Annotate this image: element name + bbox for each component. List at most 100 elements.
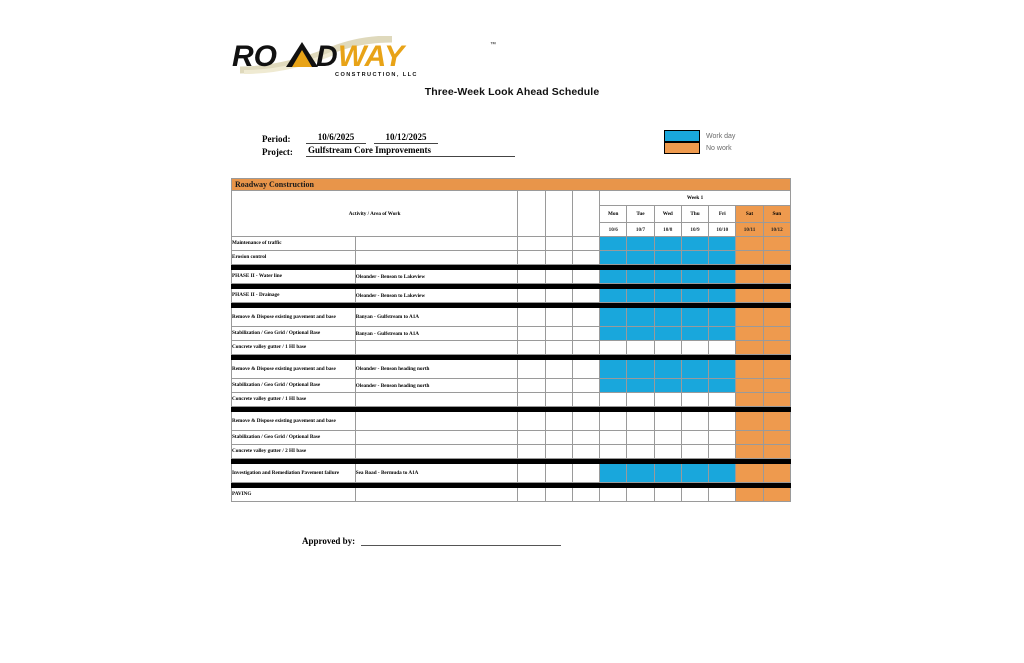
- schedule-cell-wed[interactable]: [653, 307, 682, 327]
- schedule-cell-sat[interactable]: [735, 430, 764, 445]
- schedule-cell-wed[interactable]: [653, 392, 682, 407]
- schedule-cell-fri[interactable]: [708, 378, 737, 393]
- schedule-cell-wed[interactable]: [653, 359, 682, 379]
- schedule-cell-sun[interactable]: [762, 411, 792, 431]
- schedule-cell-sun[interactable]: [762, 269, 792, 284]
- schedule-cell-mon[interactable]: [599, 250, 628, 265]
- schedule-cell-thu[interactable]: [680, 288, 710, 303]
- schedule-cell-wed[interactable]: [653, 430, 682, 445]
- schedule-cell-thu[interactable]: [680, 487, 710, 502]
- schedule-cell-sat[interactable]: [735, 463, 764, 483]
- schedule-cell-sun[interactable]: [762, 463, 792, 483]
- schedule-cell-thu[interactable]: [680, 250, 710, 265]
- table-row[interactable]: Erosion control: [231, 250, 792, 265]
- schedule-cell-thu[interactable]: [680, 392, 710, 407]
- schedule-cell-sun[interactable]: [762, 340, 792, 355]
- table-row[interactable]: Concrete valley gutter / 2 HI base: [231, 444, 792, 459]
- schedule-cell-tue[interactable]: [626, 378, 655, 393]
- table-row[interactable]: Remove & Dispose existing pavement and b…: [231, 411, 792, 431]
- schedule-cell-thu[interactable]: [680, 411, 710, 431]
- table-row[interactable]: Stabilization / Geo Grid / Optional Base…: [231, 378, 792, 393]
- schedule-cell-wed[interactable]: [653, 340, 682, 355]
- schedule-cell-sun[interactable]: [762, 378, 792, 393]
- schedule-cell-sun[interactable]: [762, 288, 792, 303]
- schedule-cell-sun[interactable]: [762, 430, 792, 445]
- schedule-cell-thu[interactable]: [680, 463, 710, 483]
- schedule-cell-sun[interactable]: [762, 444, 792, 459]
- schedule-cell-fri[interactable]: [708, 236, 737, 251]
- schedule-cell-wed[interactable]: [653, 378, 682, 393]
- schedule-cell-tue[interactable]: [626, 444, 655, 459]
- schedule-cell-mon[interactable]: [599, 487, 628, 502]
- schedule-cell-sun[interactable]: [762, 236, 792, 251]
- schedule-cell-thu[interactable]: [680, 307, 710, 327]
- schedule-cell-mon[interactable]: [599, 307, 628, 327]
- schedule-cell-mon[interactable]: [599, 378, 628, 393]
- table-row[interactable]: PHASE II - Water line Oleander - Benson t…: [231, 269, 792, 284]
- approved-by-signature-line[interactable]: [361, 535, 562, 546]
- schedule-cell-mon[interactable]: [599, 269, 628, 284]
- schedule-cell-mon[interactable]: [599, 411, 628, 431]
- schedule-cell-fri[interactable]: [708, 269, 737, 284]
- schedule-cell-fri[interactable]: [708, 444, 737, 459]
- table-row[interactable]: Investigation and Remediation Pavement f…: [231, 463, 792, 483]
- schedule-cell-tue[interactable]: [626, 236, 655, 251]
- table-row[interactable]: Stabilization / Geo Grid / Optional Base…: [231, 326, 792, 341]
- table-row[interactable]: PAVING: [231, 487, 792, 502]
- schedule-cell-sun[interactable]: [762, 250, 792, 265]
- schedule-cell-mon[interactable]: [599, 326, 628, 341]
- schedule-cell-mon[interactable]: [599, 463, 628, 483]
- schedule-cell-fri[interactable]: [708, 463, 737, 483]
- schedule-cell-sat[interactable]: [735, 269, 764, 284]
- schedule-cell-sat[interactable]: [735, 378, 764, 393]
- schedule-cell-wed[interactable]: [653, 269, 682, 284]
- schedule-cell-thu[interactable]: [680, 359, 710, 379]
- schedule-cell-mon[interactable]: [599, 392, 628, 407]
- schedule-cell-wed[interactable]: [653, 487, 682, 502]
- schedule-cell-mon[interactable]: [599, 430, 628, 445]
- schedule-cell-mon[interactable]: [599, 359, 628, 379]
- schedule-cell-sat[interactable]: [735, 326, 764, 341]
- table-row[interactable]: Remove & Dispose existing pavement and b…: [231, 359, 792, 379]
- schedule-cell-fri[interactable]: [708, 288, 737, 303]
- schedule-cell-tue[interactable]: [626, 430, 655, 445]
- schedule-cell-sun[interactable]: [762, 307, 792, 327]
- schedule-cell-wed[interactable]: [653, 463, 682, 483]
- schedule-cell-sun[interactable]: [762, 326, 792, 341]
- schedule-cell-mon[interactable]: [599, 340, 628, 355]
- schedule-cell-wed[interactable]: [653, 288, 682, 303]
- schedule-cell-fri[interactable]: [708, 340, 737, 355]
- schedule-cell-fri[interactable]: [708, 392, 737, 407]
- table-row[interactable]: Concrete valley gutter / 1 HI base: [231, 392, 792, 407]
- schedule-cell-tue[interactable]: [626, 487, 655, 502]
- schedule-cell-tue[interactable]: [626, 269, 655, 284]
- schedule-cell-sat[interactable]: [735, 487, 764, 502]
- schedule-cell-sat[interactable]: [735, 392, 764, 407]
- schedule-cell-tue[interactable]: [626, 288, 655, 303]
- schedule-cell-tue[interactable]: [626, 463, 655, 483]
- schedule-cell-sat[interactable]: [735, 250, 764, 265]
- schedule-cell-sat[interactable]: [735, 359, 764, 379]
- schedule-cell-mon[interactable]: [599, 444, 628, 459]
- schedule-cell-wed[interactable]: [653, 236, 682, 251]
- schedule-cell-fri[interactable]: [708, 487, 737, 502]
- schedule-cell-sun[interactable]: [762, 392, 792, 407]
- schedule-cell-sat[interactable]: [735, 288, 764, 303]
- schedule-cell-sat[interactable]: [735, 307, 764, 327]
- schedule-cell-tue[interactable]: [626, 340, 655, 355]
- schedule-cell-fri[interactable]: [708, 250, 737, 265]
- schedule-cell-thu[interactable]: [680, 430, 710, 445]
- schedule-cell-wed[interactable]: [653, 444, 682, 459]
- schedule-cell-mon[interactable]: [599, 236, 628, 251]
- schedule-cell-thu[interactable]: [680, 236, 710, 251]
- schedule-cell-tue[interactable]: [626, 411, 655, 431]
- schedule-cell-sat[interactable]: [735, 236, 764, 251]
- schedule-cell-fri[interactable]: [708, 307, 737, 327]
- schedule-cell-fri[interactable]: [708, 359, 737, 379]
- schedule-cell-sun[interactable]: [762, 359, 792, 379]
- schedule-cell-thu[interactable]: [680, 269, 710, 284]
- table-row[interactable]: Maintenance of traffic: [231, 236, 792, 251]
- schedule-cell-thu[interactable]: [680, 444, 710, 459]
- schedule-cell-fri[interactable]: [708, 326, 737, 341]
- schedule-cell-tue[interactable]: [626, 392, 655, 407]
